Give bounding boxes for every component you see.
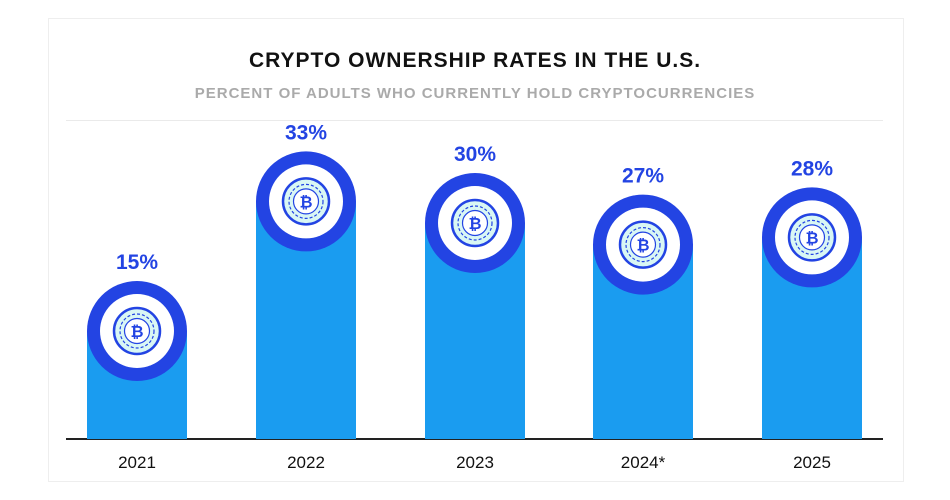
- chart-title: CRYPTO OWNERSHIP RATES IN THE U.S.: [248, 49, 702, 72]
- coin-inner: [798, 224, 826, 251]
- category-label: 2022: [287, 453, 325, 472]
- category-label: 2024*: [621, 453, 666, 472]
- bitcoin-symbol-icon: ₿: [299, 192, 312, 211]
- bitcoin-symbol-icon: ₿: [805, 228, 818, 247]
- value-label: 30%: [454, 143, 496, 166]
- coin-inner: [292, 188, 320, 215]
- coin-edge: [625, 227, 661, 263]
- coin-inner: [123, 317, 151, 345]
- bitcoin-coin-icon: ₿: [618, 220, 668, 269]
- title-divider: [66, 120, 883, 121]
- bitcoin-coin-icon: ₿: [281, 177, 331, 226]
- bitcoin-symbol-icon: ₿: [468, 214, 481, 233]
- category-label: 2025: [793, 453, 831, 472]
- value-label: 15%: [116, 251, 158, 274]
- bitcoin-coin-icon: ₿: [787, 213, 837, 262]
- chart-subtitle: PERCENT OF ADULTS WHO CURRENTLY HOLD CRY…: [194, 85, 756, 102]
- coin-inner: [461, 209, 489, 237]
- value-label: 27%: [622, 165, 664, 188]
- category-label: 2021: [118, 453, 156, 472]
- category-label: 2023: [456, 453, 494, 472]
- bitcoin-symbol-icon: ₿: [130, 322, 143, 341]
- coin-edge: [119, 313, 155, 349]
- bitcoin-symbol-icon: ₿: [636, 236, 649, 255]
- value-label: 28%: [791, 157, 833, 180]
- coin-edge: [457, 205, 493, 241]
- coin-edge: [794, 219, 830, 255]
- bitcoin-coin-icon: ₿: [450, 198, 500, 248]
- value-label: 33%: [285, 121, 327, 144]
- coin-inner: [629, 231, 657, 258]
- bitcoin-coin-icon: ₿: [112, 306, 162, 356]
- coin-edge: [288, 183, 324, 219]
